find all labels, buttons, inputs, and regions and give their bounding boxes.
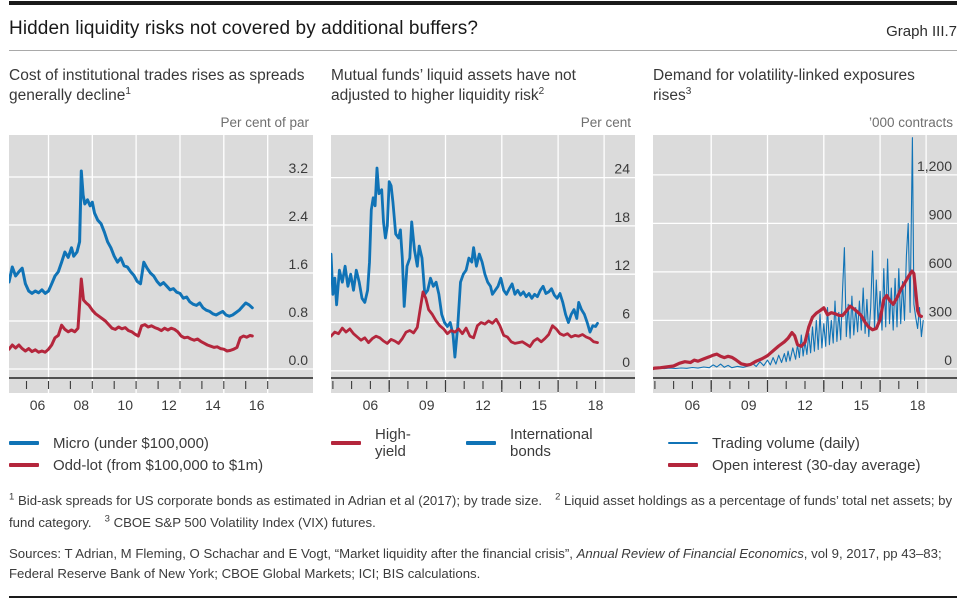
legend-label-odd-lot: Odd-lot (from $100,000 to $1m) xyxy=(53,456,264,474)
footnote-2: 2 Liquid asset holdings as a percentage … xyxy=(9,492,953,530)
svg-text:09: 09 xyxy=(741,397,757,413)
panel-3-title-text: Demand for volatility-linked exposures r… xyxy=(653,67,915,104)
panel-2-title-text: Mutual funds’ liquid assets have not adj… xyxy=(331,67,576,104)
panel-1-title: Cost of institutional trades rises as sp… xyxy=(9,66,313,108)
svg-text:300: 300 xyxy=(929,303,953,319)
sources: Sources: T Adrian, M Fleming, O Schachar… xyxy=(9,544,957,585)
svg-text:0: 0 xyxy=(622,354,630,370)
svg-text:08: 08 xyxy=(74,397,90,413)
panel-2-legend: High-yield International bonds xyxy=(331,426,635,460)
svg-text:1,200: 1,200 xyxy=(917,158,952,174)
panel-mutual-funds: Mutual funds’ liquid assets have not adj… xyxy=(331,66,635,476)
svg-text:10: 10 xyxy=(117,397,133,413)
legend-swatch-odd-lot xyxy=(9,463,39,467)
panel-2-title: Mutual funds’ liquid assets have not adj… xyxy=(331,66,635,108)
sources-text: Sources: T Adrian, M Fleming, O Schachar… xyxy=(9,546,577,562)
figure-title: Hidden liquidity risks not covered by ad… xyxy=(9,18,479,39)
panel-3-legend: Trading volume (daily) Open interest (30… xyxy=(668,432,957,476)
legend-item: Open interest (30-day average) xyxy=(668,454,957,476)
svg-text:12: 12 xyxy=(797,397,813,413)
panel-3-footnote-mark: 3 xyxy=(685,85,692,97)
svg-text:6: 6 xyxy=(622,306,630,322)
panel-2-unit: Per cent xyxy=(580,115,631,130)
footnotes: 1 Bid-ask spreads for US corporate bonds… xyxy=(9,490,957,533)
legend-swatch-high-yield xyxy=(331,441,361,445)
legend-item: Trading volume (daily) xyxy=(668,432,957,454)
svg-text:16: 16 xyxy=(249,397,265,413)
svg-text:12: 12 xyxy=(614,257,630,273)
panel-1-unit: Per cent of par xyxy=(220,115,309,130)
svg-text:18: 18 xyxy=(588,397,604,413)
svg-text:15: 15 xyxy=(854,397,870,413)
legend-label-micro: Micro (under $100,000) xyxy=(53,434,209,452)
legend-item: International bonds xyxy=(466,426,635,460)
svg-text:0: 0 xyxy=(944,352,952,368)
legend-item: Odd-lot (from $100,000 to $1m) xyxy=(9,454,313,476)
svg-text:600: 600 xyxy=(929,255,953,271)
sources-text-tail: , vol 9, 2017, pp 43–83; Federal Reserve… xyxy=(9,546,942,582)
svg-text:24: 24 xyxy=(614,161,630,177)
legend-label-trading-volume: Trading volume (daily) xyxy=(712,434,860,452)
footnote-1-mark: 1 xyxy=(9,492,15,503)
svg-text:09: 09 xyxy=(419,397,435,413)
bottom-rule xyxy=(9,595,957,598)
svg-text:12: 12 xyxy=(475,397,491,413)
footnote-1: 1 Bid-ask spreads for US corporate bonds… xyxy=(9,492,543,509)
footnote-2-text: Liquid asset holdings as a percentage of… xyxy=(9,493,953,530)
panel-1-footnote-mark: 1 xyxy=(125,85,131,97)
panel-1-legend: Micro (under $100,000) Odd-lot (from $10… xyxy=(9,432,313,476)
svg-text:12: 12 xyxy=(161,397,177,413)
sources-journal: Annual Review of Financial Economics xyxy=(576,546,804,562)
panel-3-chart: 06 09 12 15 18 0 300 600 900 1,200 xyxy=(653,135,957,413)
panel-3-unit: ’000 contracts xyxy=(868,115,953,130)
svg-text:15: 15 xyxy=(532,397,548,413)
svg-text:06: 06 xyxy=(363,397,379,413)
footnote-3: 3 CBOE S&P 500 Volatility Index (VIX) fu… xyxy=(104,513,376,530)
svg-text:18: 18 xyxy=(614,209,630,225)
footnote-1-text: Bid-ask spreads for US corporate bonds a… xyxy=(17,493,543,509)
svg-text:18: 18 xyxy=(910,397,926,413)
header-divider xyxy=(9,50,957,51)
legend-label-high-yield: High-yield xyxy=(375,426,411,460)
footnote-2-mark: 2 xyxy=(555,492,561,503)
top-rule xyxy=(9,1,957,5)
footnote-3-mark: 3 xyxy=(104,513,110,525)
footnote-3-text: CBOE S&P 500 Volatility Index (VIX) futu… xyxy=(113,514,376,530)
panel-1-chart: 06 08 10 12 14 16 0.0 0.8 1.6 2.4 3.2 xyxy=(9,135,313,413)
svg-text:06: 06 xyxy=(30,397,46,413)
panel-institutional-trades: Cost of institutional trades rises as sp… xyxy=(9,66,313,476)
legend-label-international-bonds: International bonds xyxy=(510,426,593,460)
panel-2-footnote-mark: 2 xyxy=(538,85,545,97)
svg-text:0.0: 0.0 xyxy=(289,352,309,368)
svg-text:06: 06 xyxy=(685,397,701,413)
svg-text:900: 900 xyxy=(929,206,953,222)
legend-swatch-micro xyxy=(9,441,39,445)
panels-row: Cost of institutional trades rises as sp… xyxy=(9,66,957,476)
legend-swatch-trading-volume xyxy=(668,442,698,444)
legend-item: High-yield xyxy=(331,426,440,460)
svg-text:3.2: 3.2 xyxy=(289,160,309,176)
figure-header: Hidden liquidity risks not covered by ad… xyxy=(9,18,957,40)
svg-text:0.8: 0.8 xyxy=(289,304,309,320)
panel-volatility-exposures: Demand for volatility-linked exposures r… xyxy=(653,66,957,476)
panel-1-title-text: Cost of institutional trades rises as sp… xyxy=(9,67,305,104)
svg-text:14: 14 xyxy=(205,397,221,413)
graph-number: Graph III.7 xyxy=(886,23,957,40)
legend-swatch-international-bonds xyxy=(466,441,497,445)
legend-item: Micro (under $100,000) xyxy=(9,432,313,454)
svg-text:1.6: 1.6 xyxy=(289,256,309,272)
legend-swatch-open-interest xyxy=(668,463,698,467)
svg-text:2.4: 2.4 xyxy=(289,208,309,224)
panel-3-title: Demand for volatility-linked exposures r… xyxy=(653,66,957,108)
legend-label-open-interest: Open interest (30-day average) xyxy=(712,456,921,474)
